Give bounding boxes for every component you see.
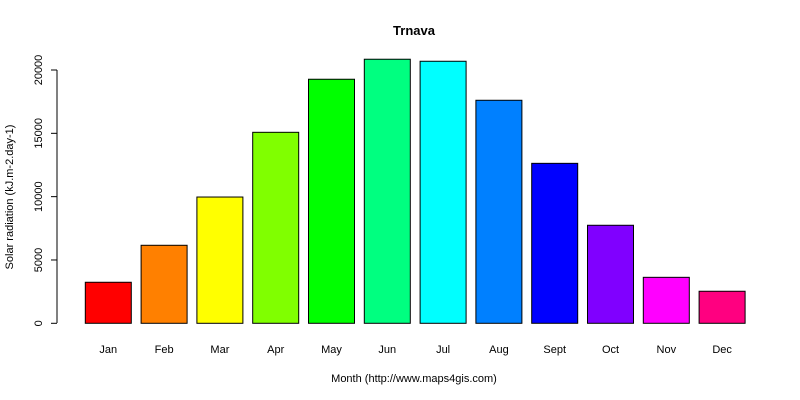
x-axis-tick-labels: Jan Feb Mar Apr May Jun Jul Aug Sept Oct Nov Dec <box>99 344 732 356</box>
y-axis-label: Solar radiation (kJ.m-2.day-1) <box>4 125 16 270</box>
bar-feb <box>140 244 188 324</box>
y-tick-label: 15000 <box>33 118 45 149</box>
bar-jun <box>363 58 411 324</box>
y-tick-label: 0 <box>33 320 45 326</box>
x-tick-label: Jul <box>436 344 450 356</box>
x-tick-label: Oct <box>602 344 619 356</box>
bar-oct <box>587 224 634 324</box>
y-tick-label: 20000 <box>33 55 45 86</box>
x-tick-label: May <box>321 344 342 356</box>
x-axis-label: Month (http://www.maps4gis.com) <box>331 373 497 385</box>
x-tick-label: Nov <box>657 344 677 356</box>
x-tick-label: Apr <box>267 344 284 356</box>
x-tick-label: Jan <box>99 344 117 356</box>
x-tick-label: Sept <box>543 344 566 356</box>
bar-dec <box>698 290 746 324</box>
y-axis-ticks: 0 5000 10000 15000 20000 <box>33 55 57 326</box>
bar-mar <box>196 196 244 324</box>
x-tick-label: Aug <box>489 344 509 356</box>
bar-aug <box>475 99 523 324</box>
x-tick-label: Dec <box>712 344 732 356</box>
bar-may <box>308 78 355 324</box>
bar-apr <box>252 131 300 324</box>
y-tick-label: 10000 <box>33 181 45 212</box>
bars-group <box>84 58 746 324</box>
bar-nov <box>642 276 690 324</box>
y-tick-label: 5000 <box>33 248 45 272</box>
x-tick-label: Feb <box>155 344 174 356</box>
bar-sept <box>531 162 579 324</box>
x-tick-label: Jun <box>378 344 396 356</box>
chart-title: Trnava <box>393 23 436 38</box>
x-tick-label: Mar <box>210 344 229 356</box>
bar-jan <box>84 281 132 324</box>
bar-jul <box>419 60 467 324</box>
